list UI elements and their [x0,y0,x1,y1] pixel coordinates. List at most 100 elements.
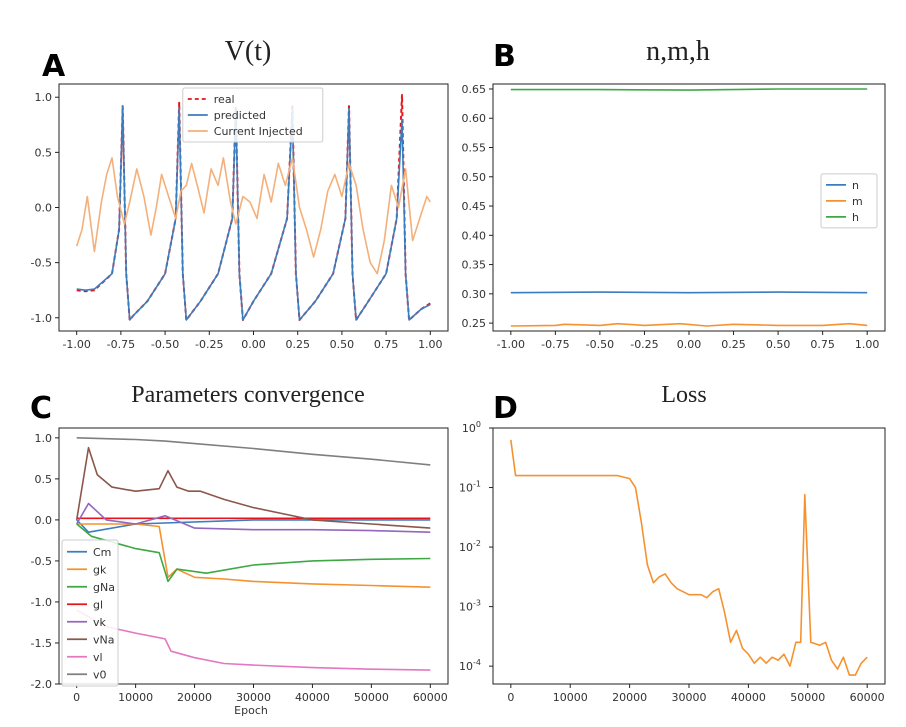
plot-frame [58,427,449,685]
legend-label-n: n [852,179,859,192]
x-tick-label: -0.25 [630,338,658,351]
legend-label-cm: Cm [93,546,111,559]
series-group [75,94,431,321]
y-tick-label: 0.45 [462,200,487,213]
x-tick-label: 0.75 [810,338,835,351]
x-tick-label: 0.75 [374,338,399,351]
y-tick-label: 100 [462,420,481,435]
x-tick-label: 0.25 [721,338,746,351]
plot-frame [492,427,886,685]
y-tick-label: 10-4 [459,658,481,673]
y-tick-label: 0.25 [462,317,487,330]
y-tick-label: 0.50 [462,171,487,184]
x-tick-label: 0.50 [330,338,355,351]
series-group [510,88,868,327]
series-line-loss [510,439,868,676]
x-tick-label: -1.00 [497,338,525,351]
panel-title-d: Loss [661,382,706,408]
panel-title-a: V(t) [225,36,272,67]
chart-a-voltage: -1.00 -0.75 -0.50 -0.25 0.00 0.25 0.50 0.75 1.00… [31,83,449,351]
plot-frame [492,83,886,332]
x-tick-label: 20000 [177,691,212,704]
chart-c-parameters: 0 10000 20000 30000 40000 50000 60000 1.0 0.5 0.0… [31,427,449,704]
y-tick-label: -0.5 [31,555,52,568]
legend-label-m: m [852,195,863,208]
legend-label-predicted: predicted [214,109,266,122]
legend-label-h: h [852,211,859,224]
x-tick-label: 1.00 [418,338,443,351]
series-line-vna [75,446,431,529]
series-line-vk [76,502,431,533]
y-tick-label: -1.0 [31,596,52,609]
series-line-gna [76,523,431,583]
legend: Cm gk gNa gl vk vNa vl v0 [61,539,119,687]
x-tick-label: 20000 [612,691,647,704]
x-tick-label: 40000 [731,691,766,704]
x-tick-label: 0.00 [241,338,266,351]
x-tick-label: 0.50 [766,338,791,351]
y-tick-label: 1.0 [35,91,53,104]
panel-letter-b: B [493,39,516,74]
series-line-current-injected [75,157,431,275]
y-tick-label: 0.0 [35,514,53,527]
x-tick-label: 40000 [295,691,330,704]
legend-label-current-injected: Current Injected [214,125,303,138]
y-tick-label: 0.65 [462,83,487,96]
y-tick-label: 1.0 [35,432,53,445]
series-group [510,439,868,676]
series-line-vl [76,609,431,671]
series-line-predicted [76,105,431,321]
legend-label-gl: gl [93,598,103,611]
series-line-gk [76,523,431,588]
legend-label-gk: gk [93,563,107,576]
x-tick-label: -0.25 [195,338,223,351]
series-line-h [510,88,868,91]
legend-label-v0: v0 [93,668,107,681]
y-tick-label: 10-3 [459,599,481,614]
chart-d-loss: 0 10000 20000 30000 40000 50000 60000 100 10-1 10… [459,420,886,704]
x-tick-label: 0 [507,691,514,704]
legend-label-vna: vNa [93,633,114,646]
legend-label-real: real [214,93,235,106]
x-tick-label: -0.50 [586,338,614,351]
x-axis-label-c: Epoch [234,704,268,717]
x-tick-label: -1.00 [62,338,90,351]
y-tick-label: 0.40 [462,229,487,242]
y-tick-label: 0.5 [35,473,53,486]
chart-b-gating: -1.00 -0.75 -0.50 -0.25 0.00 0.25 0.50 0.75 1.00… [462,83,886,351]
x-tick-label: 0.00 [677,338,702,351]
y-tick-label: -0.5 [31,257,52,270]
x-tick-label: 60000 [413,691,448,704]
x-tick-label: 0.25 [285,338,310,351]
x-tick-label: 0 [73,691,80,704]
x-tick-label: 50000 [790,691,825,704]
x-tick-label: 30000 [672,691,707,704]
plot-frame [58,83,449,332]
y-tick-label: 0.35 [462,259,487,272]
series-group [75,437,431,671]
legend-label-gna: gNa [93,581,115,594]
y-tick-label: -2.0 [31,678,52,691]
y-tick-label: 10-2 [459,539,481,554]
legend-box [182,87,324,143]
x-tick-label: 10000 [553,691,588,704]
panel-title-c: Parameters convergence [131,382,364,408]
legend: nmh [820,173,878,229]
y-tick-label: 10-1 [459,480,481,495]
y-tick-label: -1.0 [31,312,52,325]
y-tick-label: 0.55 [462,142,487,155]
x-tick-label: -0.75 [107,338,135,351]
series-line-m [510,322,868,327]
panel-letter-c: C [30,391,52,426]
y-tick-label: 0.60 [462,112,487,125]
panel-title-b: n,m,h [646,36,710,67]
x-tick-label: 30000 [236,691,271,704]
x-tick-label: 50000 [354,691,389,704]
y-tick-label: 0.30 [462,288,487,301]
legend-label-vk: vk [93,616,107,629]
legend: real predicted Current Injected [182,87,324,143]
x-tick-label: 60000 [850,691,885,704]
panel-letter-a: A [42,49,66,84]
legend-box [61,539,119,687]
